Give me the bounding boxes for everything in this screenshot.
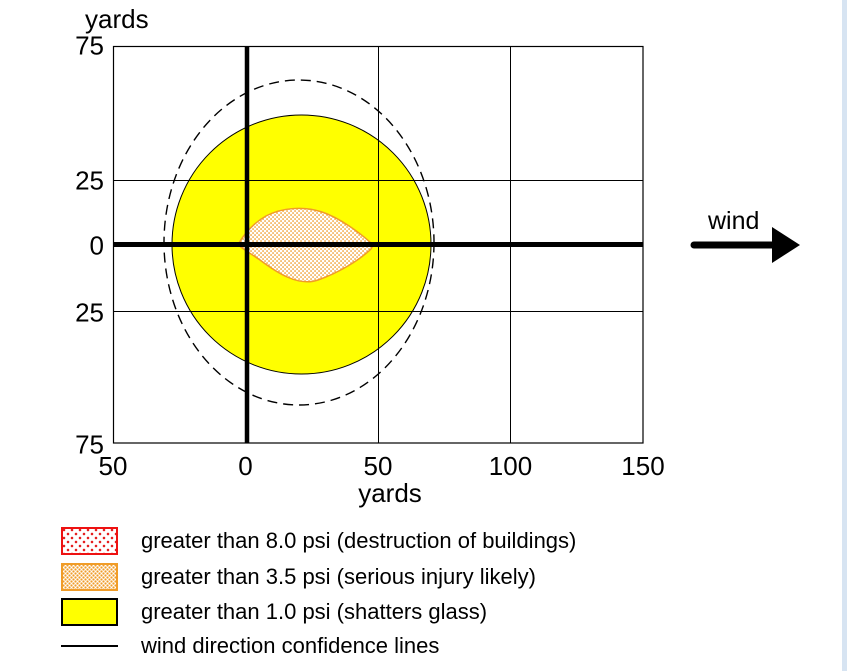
legend-label-8psi: greater than 8.0 psi (destruction of bui…	[141, 528, 577, 553]
y-tick-75-top: 75	[75, 31, 104, 61]
window-edge-strip	[842, 0, 847, 671]
legend-swatch-yellow-solid	[61, 598, 118, 626]
y-tick-75-bottom: 75	[75, 430, 104, 460]
x-tick-0: 0	[238, 451, 252, 481]
legend-item-1psi: greater than 1.0 psi (shatters glass)	[61, 598, 487, 626]
x-tick-100: 100	[489, 451, 532, 481]
wind-label: wind	[707, 207, 759, 235]
x-axis-title: yards	[358, 478, 422, 508]
legend-item-3p5psi: greater than 3.5 psi (serious injury lik…	[61, 563, 536, 591]
wind-arrow-icon	[690, 227, 800, 263]
plot-canvas: yards yards 75 25 0 25 75 50 0 50 100 15…	[75, 4, 800, 508]
y-tick-25-bottom: 25	[75, 298, 104, 328]
x-tick-neg50: 50	[99, 451, 128, 481]
legend-swatch-line	[61, 645, 118, 647]
y-tick-25-top: 25	[75, 166, 104, 196]
x-tick-150: 150	[621, 451, 664, 481]
legend-item-wind-confidence: wind direction confidence lines	[61, 632, 439, 660]
legend-label-1psi: greater than 1.0 psi (shatters glass)	[141, 599, 488, 624]
legend-label-wind-confidence: wind direction confidence lines	[141, 633, 440, 658]
plot-border	[112, 45, 644, 444]
y-axis-title: yards	[85, 4, 149, 34]
legend-swatch-red-dotted	[61, 527, 118, 555]
legend-label-3p5psi: greater than 3.5 psi (serious injury lik…	[141, 564, 536, 589]
legend-swatch-orange-dotted	[61, 563, 118, 591]
x-tick-50: 50	[364, 451, 393, 481]
legend-item-8psi: greater than 8.0 psi (destruction of bui…	[61, 527, 576, 555]
y-tick-0: 0	[90, 231, 104, 261]
